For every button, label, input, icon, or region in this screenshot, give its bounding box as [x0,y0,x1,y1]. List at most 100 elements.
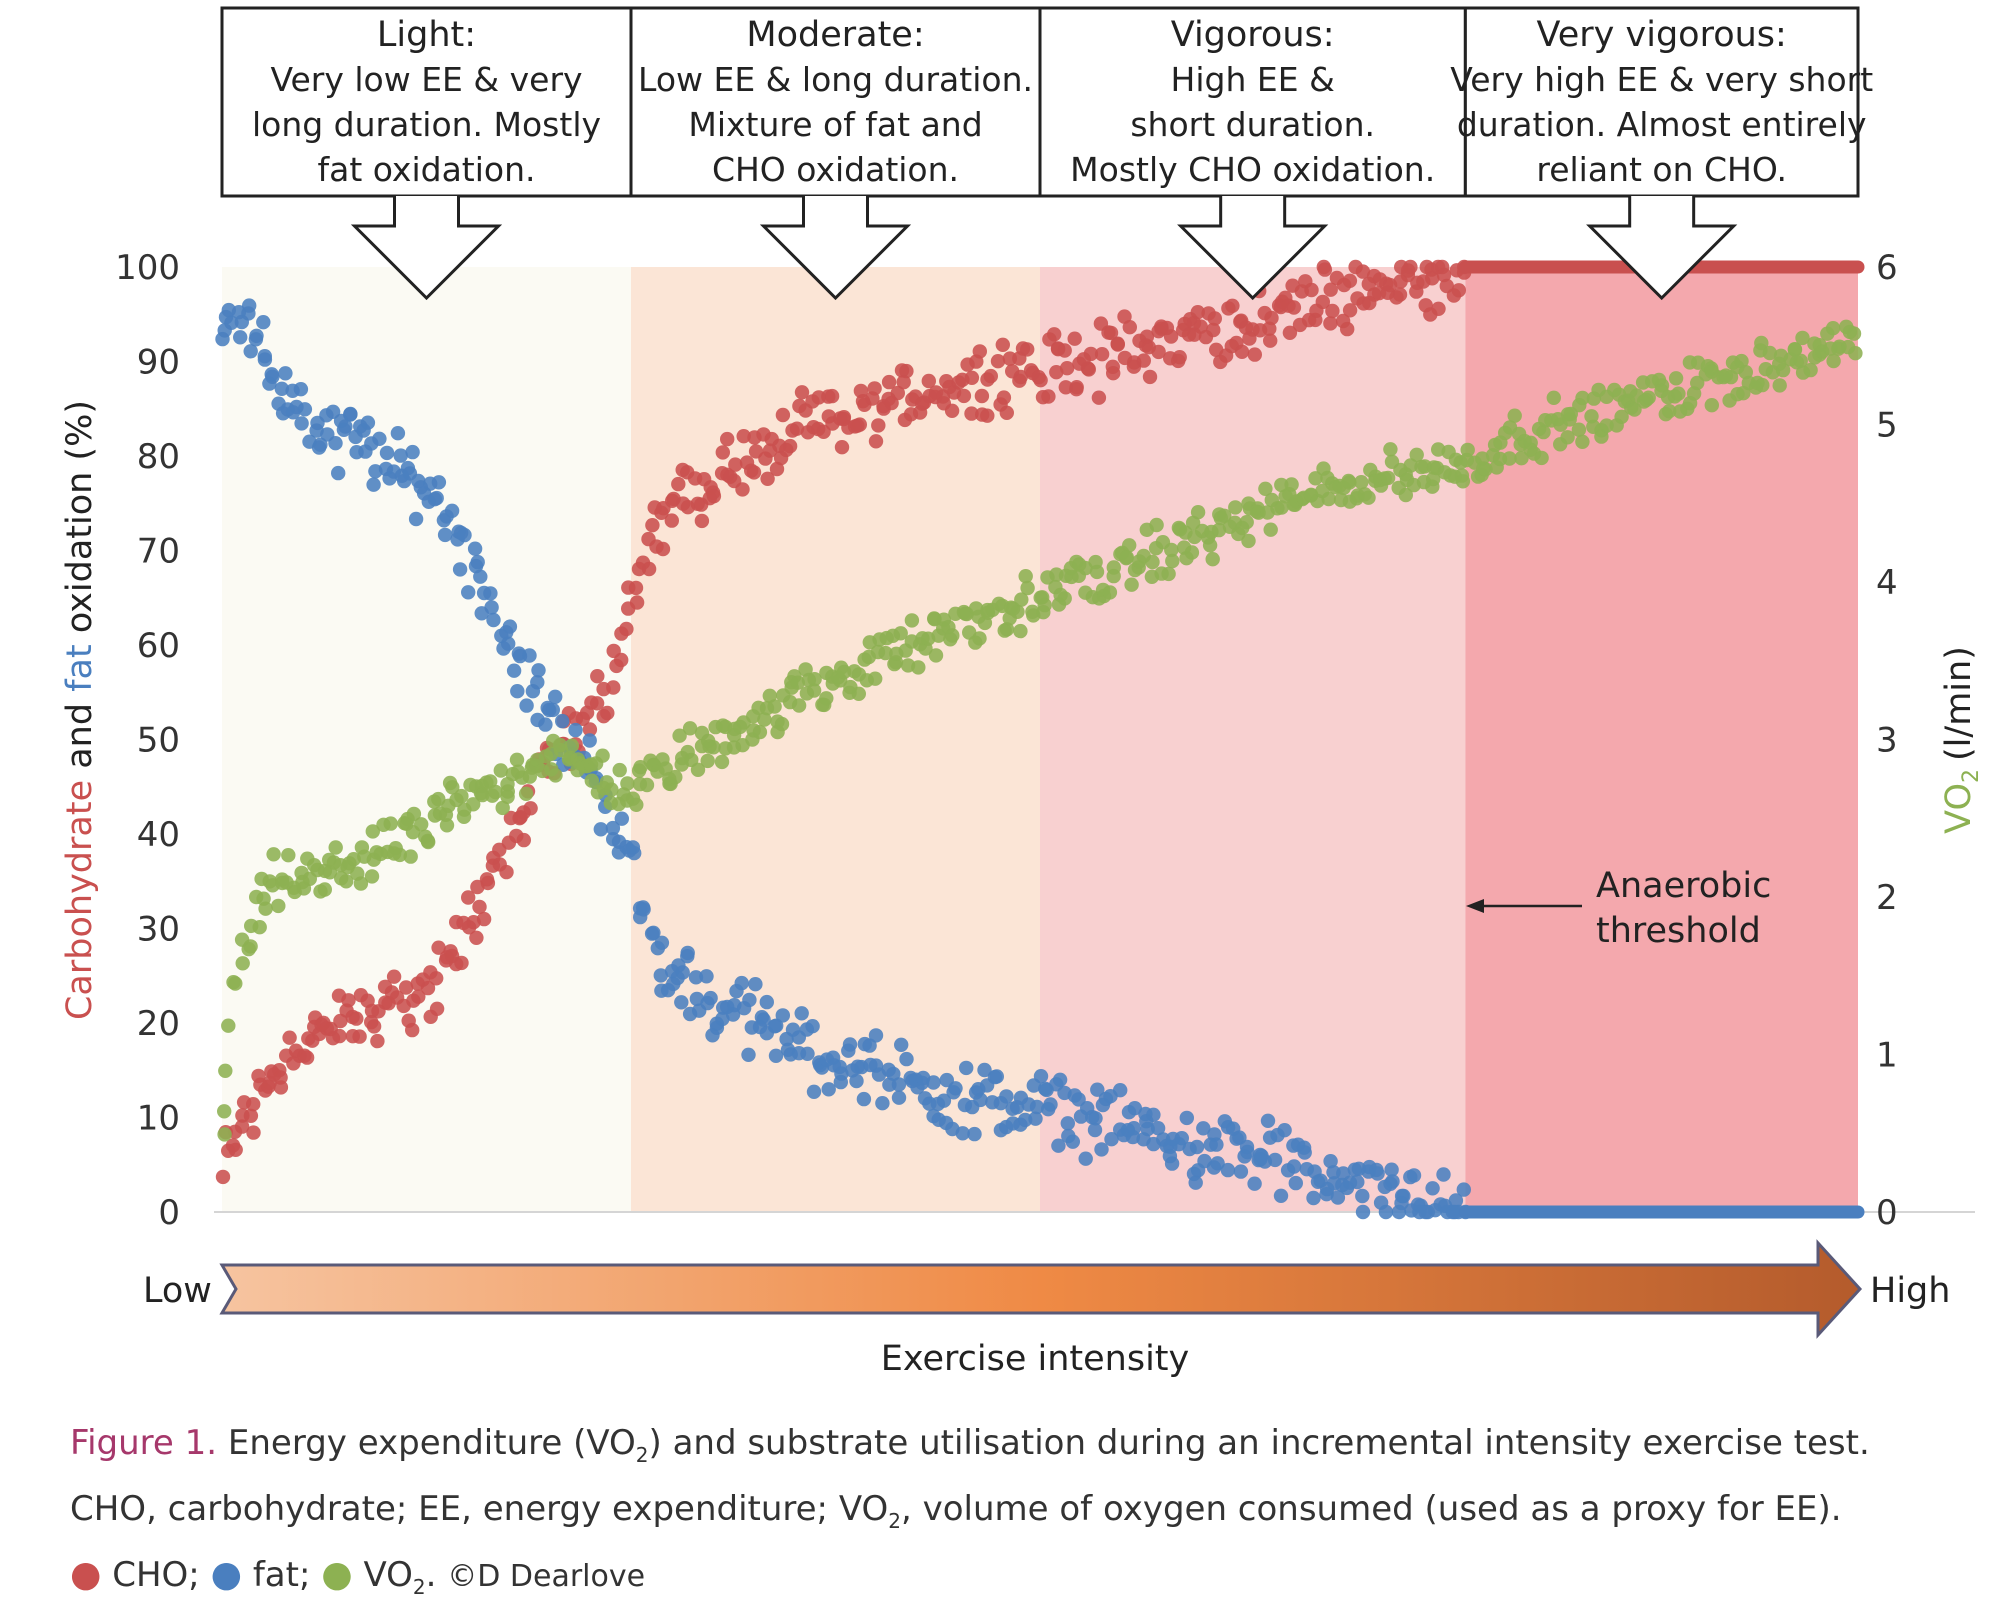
point-vo2 [414,817,429,832]
point-cho [728,457,743,472]
point-vo2 [1848,346,1863,361]
point-fat [242,298,257,313]
point-fat [265,369,280,384]
caption-line-2: CHO, carbohydrate; EE, energy expenditur… [70,1488,1842,1533]
point-fat [653,968,668,983]
point-fat [531,663,546,678]
point-vo2 [1846,326,1862,341]
point-cho [1069,382,1084,397]
zone-callout-3: Vigorous: High EE & short duration. Mostly … [1038,6,1467,301]
point-vo2 [1122,538,1137,553]
point-fat [1127,1101,1143,1116]
point-fat [249,328,264,343]
zone-backgrounds [222,267,1858,1212]
point-vo2 [668,769,683,785]
point-cho [454,955,469,971]
point-vo2 [431,791,446,807]
point-cho [1325,303,1340,319]
point-fat [1052,1072,1068,1088]
point-fat [1286,1159,1302,1174]
point-vo2 [690,762,706,777]
zone-callout-arrow [1586,196,1738,301]
point-cho [1286,300,1302,315]
point-cho [983,368,998,384]
point-vo2 [806,683,822,698]
point-cho [1451,283,1467,298]
point-fat [510,684,525,699]
point-vo2 [1202,538,1218,553]
point-vo2 [714,754,730,770]
point-cho [1013,369,1028,385]
point-vo2 [1354,475,1369,490]
point-vo2 [235,956,250,971]
point-cho [999,405,1014,420]
point-fat [1220,1162,1236,1178]
point-vo2 [612,762,627,778]
point-cho [944,403,960,418]
point-vo2 [1775,362,1791,378]
threshold-label-line1: Anaerobic [1596,866,1771,906]
point-fat [1425,1181,1440,1196]
point-cho [760,471,775,486]
point-vo2 [1211,522,1227,538]
zone-callout-box [629,6,1042,198]
point-vo2 [682,721,698,736]
point-fat [522,648,537,663]
point-cho [995,337,1010,352]
point-vo2 [604,782,619,797]
point-fat [486,612,501,628]
point-fat [372,431,387,446]
point-vo2 [1825,321,1841,336]
point-vo2 [837,664,852,680]
point-cho [1225,298,1240,313]
point-fat [955,1126,970,1141]
point-cho [243,1108,259,1124]
point-vo2 [972,631,987,646]
point-vo2 [406,806,422,822]
point-fat [568,722,583,738]
figure-caption: Figure 1. Energy expenditure (VO2) and s… [70,1416,1970,1613]
point-fat [973,1092,988,1108]
point-vo2 [466,797,481,812]
point-fat [431,475,447,490]
point-vo2 [1342,475,1357,490]
point-fat [457,527,472,543]
zone-callout-arrow [1177,196,1329,301]
point-fat [1385,1174,1400,1189]
point-cho [706,488,722,504]
point-fat [360,415,376,430]
point-fat [756,1012,771,1027]
zone-title: Light: [377,15,476,55]
point-cho [1122,320,1138,335]
point-cho [234,1119,250,1134]
zone-callout-box [220,6,633,198]
zone-callout-2: Moderate: Low EE & long duration. Mixture … [629,6,1042,301]
point-cho [333,1013,348,1029]
point-vo2 [1258,481,1273,496]
point-cho [1262,321,1277,336]
point-fat [501,636,516,651]
point-vo2 [1145,554,1160,570]
point-fat [1448,1193,1464,1208]
point-cho [1392,287,1408,302]
point-fat [1297,1145,1312,1160]
point-cho [956,388,972,404]
point-vo2 [1184,545,1200,560]
point-cho [1058,380,1074,395]
right-axis-ticks: 0 1 2 3 4 5 6 [1876,248,1898,1233]
y-left-tick-label: 70 [137,532,180,572]
point-cho [1103,325,1119,341]
point-fat [257,352,273,367]
point-cho [600,705,615,721]
point-fat [1065,1134,1081,1149]
zone-description-line: Mostly CHO oxidation. [1070,150,1435,189]
threshold-label-line2: threshold [1596,911,1761,951]
point-vo2 [221,1018,236,1033]
point-vo2 [564,738,579,753]
point-cho [1304,282,1319,298]
point-fat [977,1062,992,1078]
point-fat [703,990,718,1006]
y-left-tick-label: 60 [137,626,180,666]
point-vo2 [383,816,398,831]
point-vo2 [1762,345,1778,361]
